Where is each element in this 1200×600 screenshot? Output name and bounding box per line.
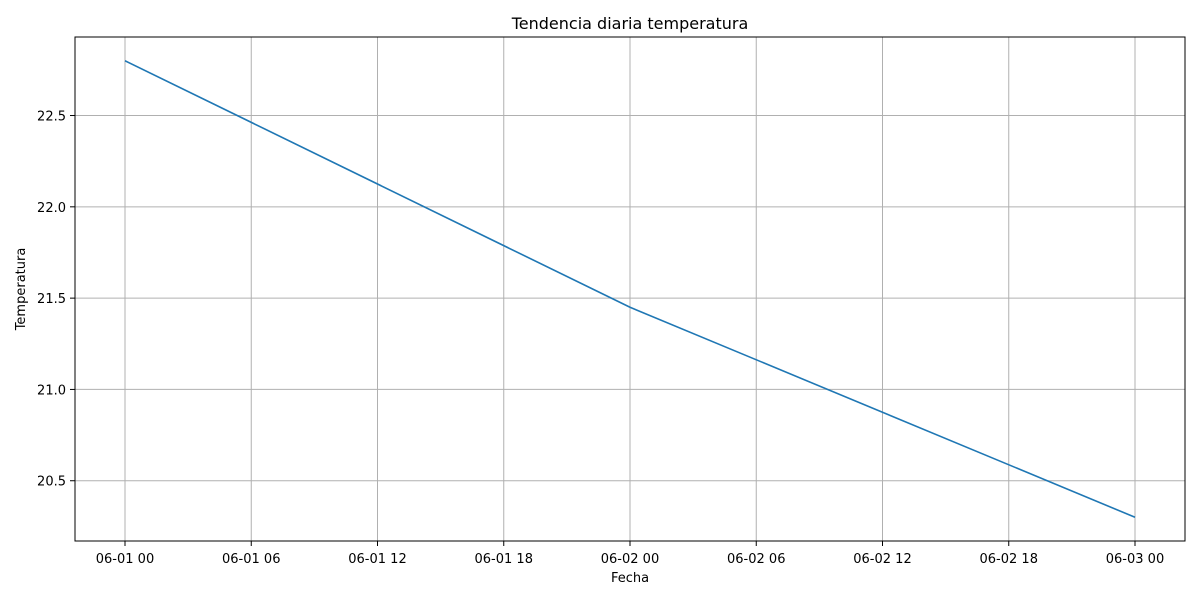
grid [75,37,1185,541]
x-tick-label: 06-01 06 [222,552,280,567]
x-tick-label: 06-01 12 [348,552,406,567]
series-line [124,60,1136,518]
plot-area [124,60,1136,518]
x-tick-label: 06-02 12 [853,552,911,567]
x-tick-label: 06-01 18 [475,552,533,567]
y-tick-label: 20.5 [37,475,66,490]
x-tick-label: 06-02 00 [601,552,659,567]
y-tick-label: 22.5 [37,110,66,125]
y-tick-label: 21.5 [37,292,66,307]
y-tick-label: 22.0 [37,201,66,216]
x-tick-label: 06-03 00 [1106,552,1164,567]
chart-title: Tendencia diaria temperatura [511,14,749,33]
x-axis-label: Fecha [611,571,649,586]
x-tick-label: 06-01 00 [96,552,154,567]
x-tick-label: 06-02 18 [980,552,1038,567]
y-tick-label: 21.0 [37,383,66,398]
y-axis-label: Temperatura [14,248,29,332]
x-tick-label: 06-02 06 [727,552,785,567]
x-axis: 06-01 00 06-01 06 06-01 12 06-01 18 06-02 00… [96,541,1164,567]
y-axis: 20.5 21.0 21.5 22.0 22.5 [37,110,75,490]
